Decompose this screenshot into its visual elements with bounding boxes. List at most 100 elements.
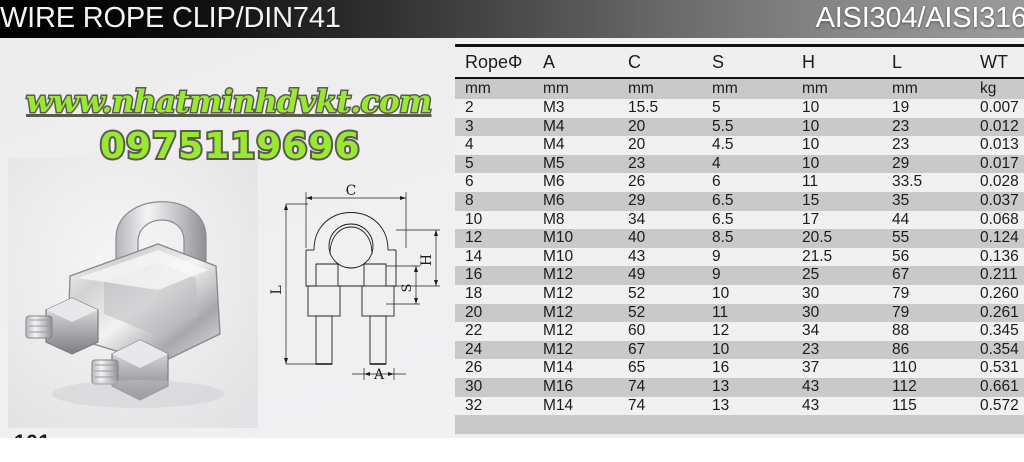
table-cell: 23 bbox=[882, 136, 970, 155]
table-cell: 30 bbox=[792, 303, 882, 323]
table-cell: 20 bbox=[455, 303, 533, 323]
table-row: 12 M10 40 8.5 20.5 55 0.124 bbox=[455, 229, 1024, 248]
table-cell: 10 bbox=[702, 340, 792, 360]
table-cell: 10 bbox=[792, 99, 882, 118]
header-bar: WIRE ROPE CLIP/DIN741 AISI304/AISI316 bbox=[0, 0, 1024, 38]
table-cell: 0.028 bbox=[970, 173, 1024, 192]
spec-table-container: RopeΦ A C S H L WT mm mm mm mm mm mm k bbox=[455, 44, 1024, 438]
table-cell: 22 bbox=[455, 322, 533, 341]
unit-cell: mm bbox=[792, 78, 882, 99]
table-cell: 0.260 bbox=[970, 284, 1024, 304]
unit-cell: mm bbox=[455, 78, 533, 99]
table-row: 30 M16 74 13 43 112 0.661 bbox=[455, 377, 1024, 397]
table-cell: 20 bbox=[618, 136, 702, 155]
table-cell: 0.345 bbox=[970, 322, 1024, 341]
table-cell: 0.037 bbox=[970, 191, 1024, 211]
product-photo bbox=[8, 158, 258, 428]
table-cell: 9 bbox=[702, 266, 792, 285]
table-cell: 20.5 bbox=[792, 229, 882, 248]
table-cell: 12 bbox=[702, 322, 792, 341]
dimension-label-h: H bbox=[419, 254, 435, 266]
table-cell: 4 bbox=[455, 136, 533, 155]
table-row: 18 M12 52 10 30 79 0.260 bbox=[455, 284, 1024, 304]
table-cell: 24 bbox=[455, 340, 533, 360]
table-cell: 2 bbox=[455, 99, 533, 118]
table-row: 16 M12 49 9 25 67 0.211 bbox=[455, 266, 1024, 285]
table-cell: 74 bbox=[618, 396, 702, 416]
table-filler-cell bbox=[792, 415, 882, 434]
page-title: WIRE ROPE CLIP/DIN741 bbox=[0, 2, 341, 34]
table-row: 5 M5 23 4 10 29 0.017 bbox=[455, 154, 1024, 174]
table-cell: 10 bbox=[702, 284, 792, 304]
table-row: 20 M12 52 11 30 79 0.261 bbox=[455, 303, 1024, 323]
table-cell: M12 bbox=[533, 266, 618, 285]
table-cell: 35 bbox=[882, 191, 970, 211]
table-cell: 20 bbox=[618, 117, 702, 137]
watermark-overlay: www.nhatminhdvkt.com 0975119696 bbox=[0, 83, 455, 170]
watermark-url: www.nhatminhdvkt.com bbox=[25, 83, 434, 122]
table-row: 32 M14 74 13 43 115 0.572 bbox=[455, 396, 1024, 416]
table-cell: 15 bbox=[792, 191, 882, 211]
table-cell: M12 bbox=[533, 284, 618, 304]
unit-cell: mm bbox=[882, 78, 970, 99]
column-header-wt: WT bbox=[970, 44, 1024, 79]
table-cell: 37 bbox=[792, 359, 882, 378]
column-header-rope-diameter: RopeΦ bbox=[455, 44, 533, 79]
table-cell: 74 bbox=[618, 377, 702, 397]
table-filler-cell bbox=[618, 415, 702, 434]
table-cell: 16 bbox=[455, 266, 533, 285]
table-cell: 16 bbox=[702, 359, 792, 378]
table-cell: M10 bbox=[533, 247, 618, 267]
table-filler-cell bbox=[702, 415, 792, 434]
table-cell: 18 bbox=[455, 284, 533, 304]
table-cell: 67 bbox=[618, 340, 702, 360]
table-cell: 25 bbox=[792, 266, 882, 285]
unit-cell: mm bbox=[702, 78, 792, 99]
table-cell: 55 bbox=[882, 229, 970, 248]
table-cell: 30 bbox=[792, 284, 882, 304]
table-cell: M3 bbox=[533, 99, 618, 118]
table-cell: 9 bbox=[702, 247, 792, 267]
table-cell: 0.354 bbox=[970, 340, 1024, 360]
table-cell: 4.5 bbox=[702, 136, 792, 155]
specification-table: RopeΦ A C S H L WT mm mm mm mm mm mm k bbox=[455, 44, 1024, 434]
table-cell: 10 bbox=[792, 117, 882, 137]
table-cell: 52 bbox=[618, 303, 702, 323]
table-cell: 14 bbox=[455, 247, 533, 267]
table-cell: 0.572 bbox=[970, 396, 1024, 416]
table-cell: 67 bbox=[882, 266, 970, 285]
table-cell: 5 bbox=[455, 154, 533, 174]
table-cell: 6.5 bbox=[702, 191, 792, 211]
table-cell: 0.124 bbox=[970, 229, 1024, 248]
table-cell: 33.5 bbox=[882, 173, 970, 192]
table-cell: 10 bbox=[792, 136, 882, 155]
table-cell: 0.211 bbox=[970, 266, 1024, 285]
table-cell: 26 bbox=[455, 359, 533, 378]
table-cell: 88 bbox=[882, 322, 970, 341]
table-cell: 19 bbox=[882, 99, 970, 118]
table-row: 24 M12 67 10 23 86 0.354 bbox=[455, 340, 1024, 360]
table-cell: 65 bbox=[618, 359, 702, 378]
unit-cell: mm bbox=[618, 78, 702, 99]
table-cell: 52 bbox=[618, 284, 702, 304]
dimension-label-l: L bbox=[269, 285, 285, 294]
bottom-strip bbox=[0, 438, 1024, 462]
table-cell: 0.261 bbox=[970, 303, 1024, 323]
table-cell: 5 bbox=[702, 99, 792, 118]
table-cell: 8 bbox=[455, 191, 533, 211]
table-cell: 56 bbox=[882, 247, 970, 267]
table-cell: 11 bbox=[792, 173, 882, 192]
technical-drawing: C L H S A bbox=[269, 183, 440, 383]
material-grade-label: AISI304/AISI316 bbox=[815, 2, 1024, 34]
table-cell: 43 bbox=[792, 396, 882, 416]
table-cell: 86 bbox=[882, 340, 970, 360]
column-header-s: S bbox=[702, 44, 792, 79]
table-row: 2 M3 15.5 5 10 19 0.007 bbox=[455, 99, 1024, 118]
table-cell: 6.5 bbox=[702, 210, 792, 230]
dimension-label-s: S bbox=[400, 284, 415, 293]
table-row: 14 M10 43 9 21.5 56 0.136 bbox=[455, 247, 1024, 267]
column-header-a: A bbox=[533, 44, 618, 79]
table-cell: M16 bbox=[533, 377, 618, 397]
table-cell: 34 bbox=[792, 322, 882, 341]
